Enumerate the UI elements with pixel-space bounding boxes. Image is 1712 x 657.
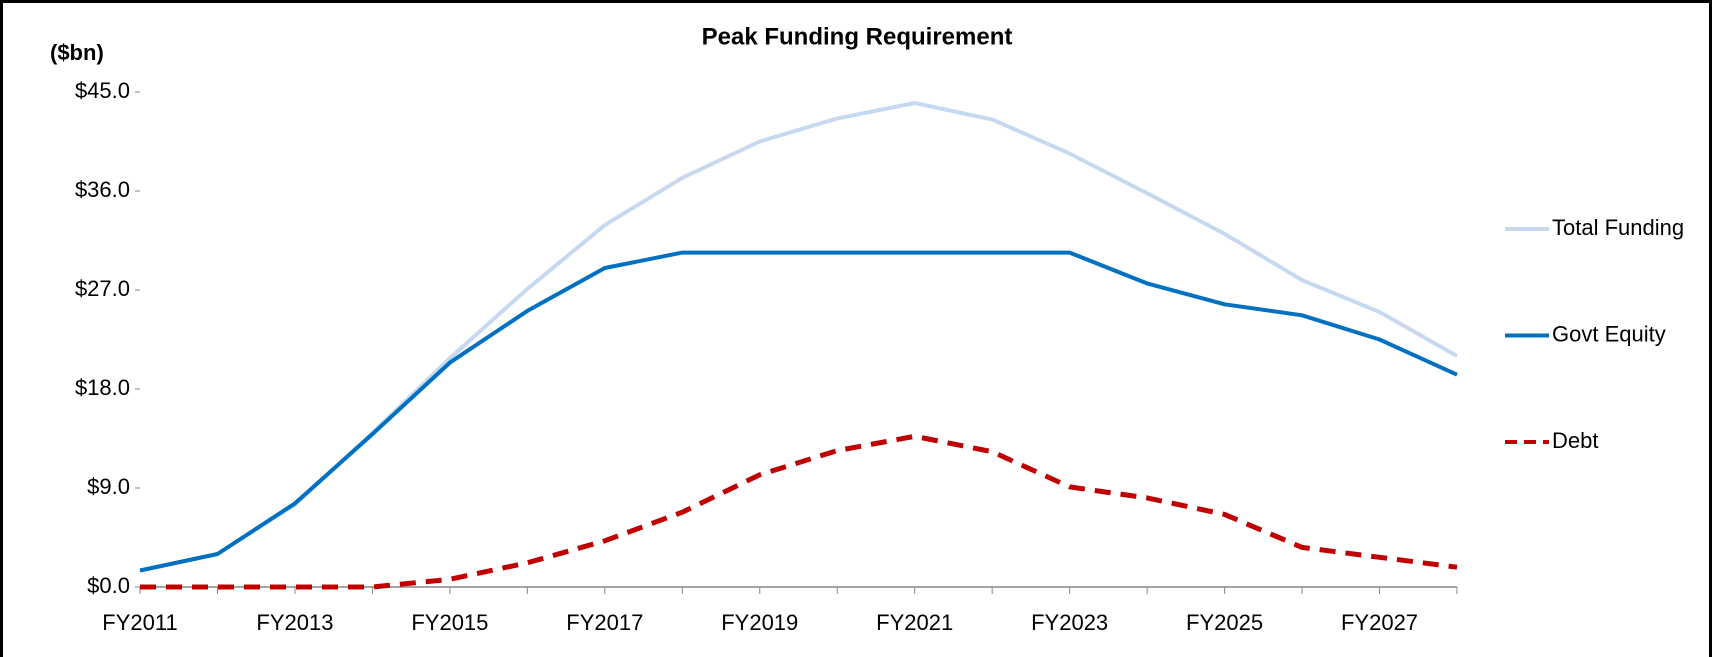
x-tick-label: FY2017 xyxy=(566,610,643,635)
y-tick-label: $36.0 xyxy=(75,177,130,202)
y-tick-label: $0.0 xyxy=(87,573,130,598)
x-tick-label: FY2015 xyxy=(411,610,488,635)
legend-label: Debt xyxy=(1552,428,1598,453)
legend-label: Govt Equity xyxy=(1552,321,1666,346)
x-tick-label: FY2019 xyxy=(721,610,798,635)
x-tick-label: FY2023 xyxy=(1031,610,1108,635)
x-tick-label: FY2021 xyxy=(876,610,953,635)
chart-title: Peak Funding Requirement xyxy=(702,23,1013,50)
y-tick-label: $45.0 xyxy=(75,78,130,103)
y-tick-label: $27.0 xyxy=(75,276,130,301)
x-tick-label: FY2025 xyxy=(1186,610,1263,635)
y-axis-label: ($bn) xyxy=(50,40,104,65)
x-tick-label: FY2013 xyxy=(256,610,333,635)
y-tick-label: $18.0 xyxy=(75,375,130,400)
legend-label: Total Funding xyxy=(1552,215,1684,240)
series-line xyxy=(140,433,1458,590)
series-line xyxy=(139,101,1458,573)
y-tick-label: $9.0 xyxy=(87,474,130,499)
x-tick-label: FY2027 xyxy=(1341,610,1418,635)
x-tick-label: FY2011 xyxy=(102,610,177,635)
series-line xyxy=(139,250,1458,573)
